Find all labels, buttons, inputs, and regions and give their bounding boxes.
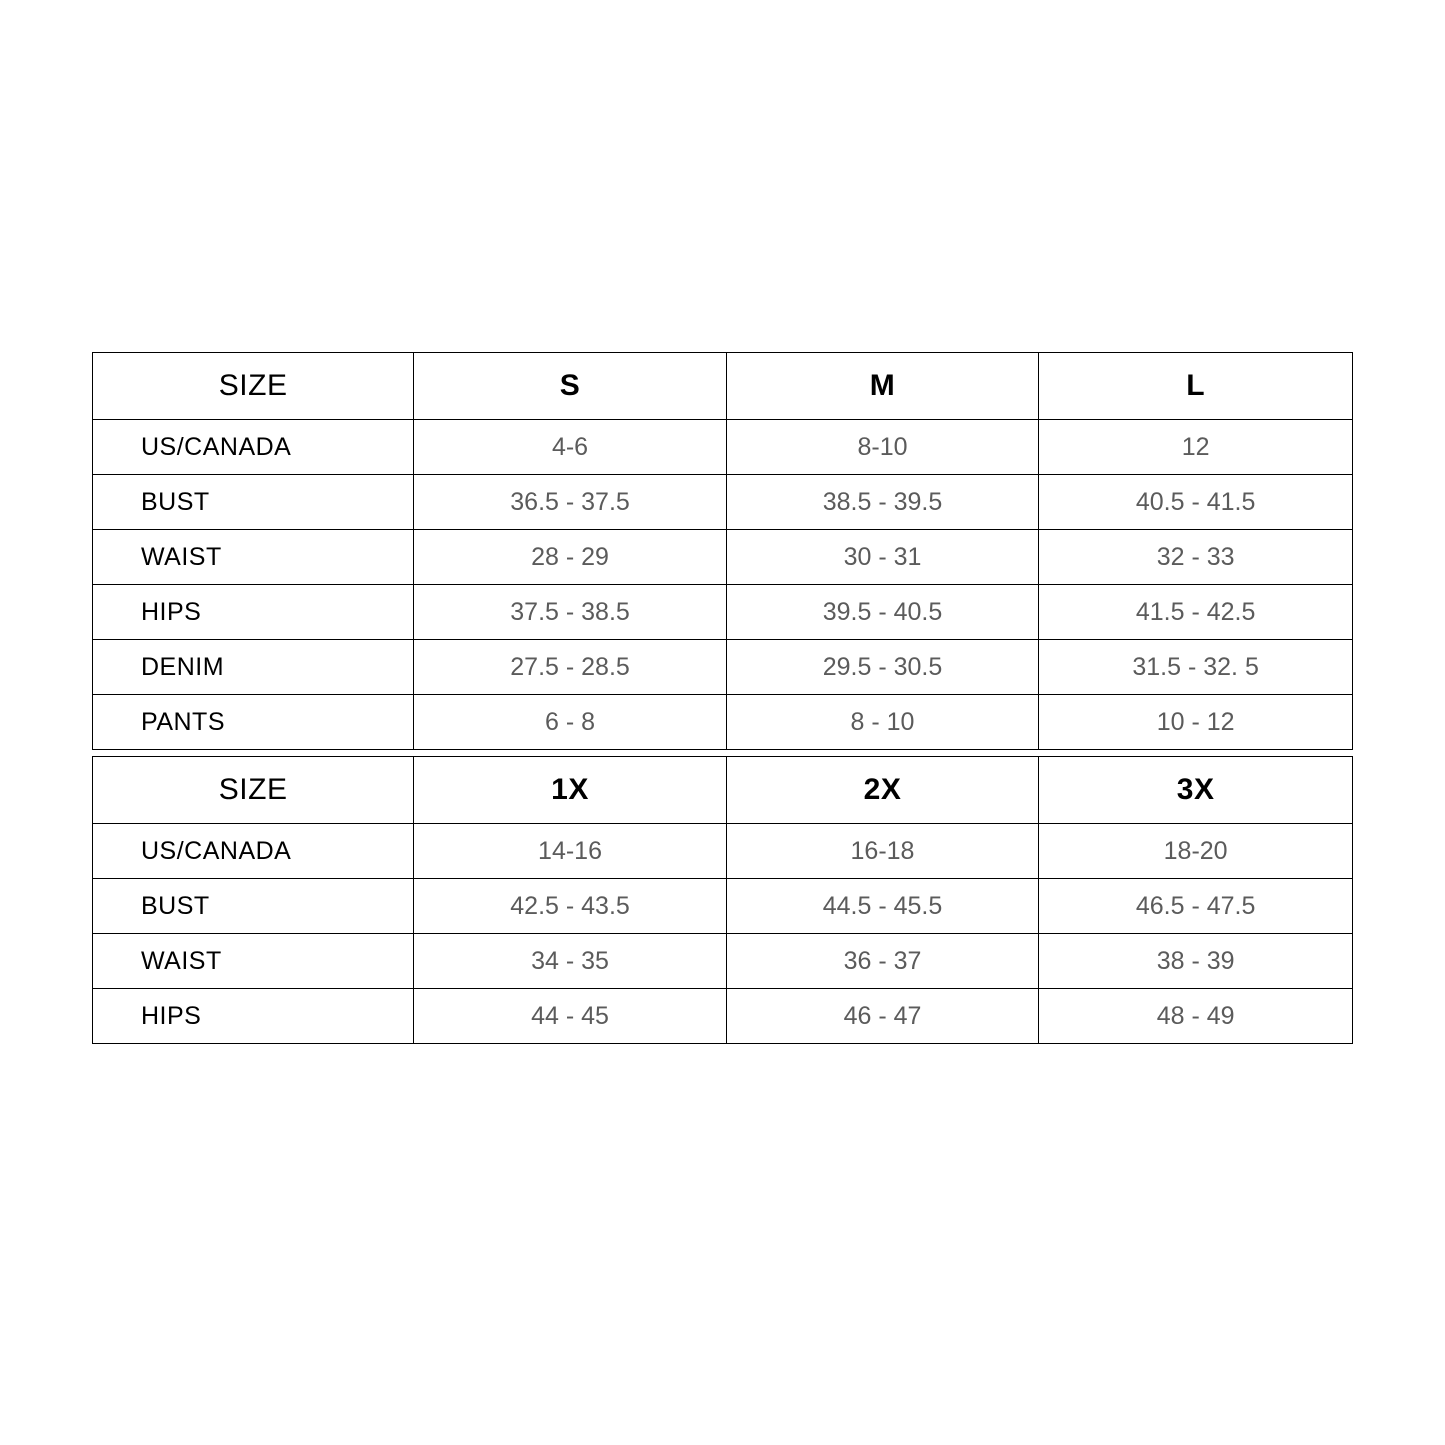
header-size-s: S — [414, 353, 726, 420]
cell-value: 41.5 - 42.5 — [1039, 585, 1353, 640]
cell-value: 40.5 - 41.5 — [1039, 475, 1353, 530]
table-header-row: SIZE 1X 2X 3X — [93, 757, 1353, 824]
table-row: DENIM 27.5 - 28.5 29.5 - 30.5 31.5 - 32.… — [93, 640, 1353, 695]
table-row: BUST 42.5 - 43.5 44.5 - 45.5 46.5 - 47.5 — [93, 879, 1353, 934]
table-row: US/CANADA 4-6 8-10 12 — [93, 420, 1353, 475]
row-label-pants: PANTS — [93, 695, 414, 750]
table-row: WAIST 34 - 35 36 - 37 38 - 39 — [93, 934, 1353, 989]
row-label-bust: BUST — [93, 879, 414, 934]
table-row: WAIST 28 - 29 30 - 31 32 - 33 — [93, 530, 1353, 585]
header-size-label: SIZE — [93, 353, 414, 420]
table-row: BUST 36.5 - 37.5 38.5 - 39.5 40.5 - 41.5 — [93, 475, 1353, 530]
table-row: HIPS 37.5 - 38.5 39.5 - 40.5 41.5 - 42.5 — [93, 585, 1353, 640]
cell-value: 38 - 39 — [1039, 934, 1353, 989]
size-chart-wrapper: SIZE S M L US/CANADA 4-6 8-10 12 BUST 36… — [92, 352, 1353, 1044]
cell-value: 18-20 — [1039, 824, 1353, 879]
cell-value: 48 - 49 — [1039, 989, 1353, 1044]
row-label-denim: DENIM — [93, 640, 414, 695]
cell-value: 31.5 - 32. 5 — [1039, 640, 1353, 695]
header-size-3x: 3X — [1039, 757, 1353, 824]
cell-value: 28 - 29 — [414, 530, 726, 585]
row-label-uscanada: US/CANADA — [93, 420, 414, 475]
header-size-1x: 1X — [414, 757, 726, 824]
cell-value: 8-10 — [726, 420, 1038, 475]
cell-value: 14-16 — [414, 824, 726, 879]
header-size-2x: 2X — [726, 757, 1038, 824]
row-label-uscanada: US/CANADA — [93, 824, 414, 879]
table-header-row: SIZE S M L — [93, 353, 1353, 420]
cell-value: 46 - 47 — [726, 989, 1038, 1044]
header-size-m: M — [726, 353, 1038, 420]
cell-value: 37.5 - 38.5 — [414, 585, 726, 640]
table-row: HIPS 44 - 45 46 - 47 48 - 49 — [93, 989, 1353, 1044]
cell-value: 10 - 12 — [1039, 695, 1353, 750]
cell-value: 30 - 31 — [726, 530, 1038, 585]
header-size-label: SIZE — [93, 757, 414, 824]
cell-value: 12 — [1039, 420, 1353, 475]
cell-value: 32 - 33 — [1039, 530, 1353, 585]
cell-value: 27.5 - 28.5 — [414, 640, 726, 695]
table-row: PANTS 6 - 8 8 - 10 10 - 12 — [93, 695, 1353, 750]
table-row: US/CANADA 14-16 16-18 18-20 — [93, 824, 1353, 879]
row-label-hips: HIPS — [93, 989, 414, 1044]
cell-value: 44.5 - 45.5 — [726, 879, 1038, 934]
size-table-standard: SIZE S M L US/CANADA 4-6 8-10 12 BUST 36… — [92, 352, 1353, 750]
cell-value: 36 - 37 — [726, 934, 1038, 989]
cell-value: 4-6 — [414, 420, 726, 475]
size-table-plus: SIZE 1X 2X 3X US/CANADA 14-16 16-18 18-2… — [92, 756, 1353, 1044]
cell-value: 46.5 - 47.5 — [1039, 879, 1353, 934]
cell-value: 36.5 - 37.5 — [414, 475, 726, 530]
row-label-hips: HIPS — [93, 585, 414, 640]
cell-value: 42.5 - 43.5 — [414, 879, 726, 934]
cell-value: 39.5 - 40.5 — [726, 585, 1038, 640]
row-label-bust: BUST — [93, 475, 414, 530]
row-label-waist: WAIST — [93, 934, 414, 989]
cell-value: 6 - 8 — [414, 695, 726, 750]
cell-value: 44 - 45 — [414, 989, 726, 1044]
row-label-waist: WAIST — [93, 530, 414, 585]
cell-value: 29.5 - 30.5 — [726, 640, 1038, 695]
header-size-l: L — [1039, 353, 1353, 420]
cell-value: 34 - 35 — [414, 934, 726, 989]
cell-value: 38.5 - 39.5 — [726, 475, 1038, 530]
cell-value: 16-18 — [726, 824, 1038, 879]
cell-value: 8 - 10 — [726, 695, 1038, 750]
